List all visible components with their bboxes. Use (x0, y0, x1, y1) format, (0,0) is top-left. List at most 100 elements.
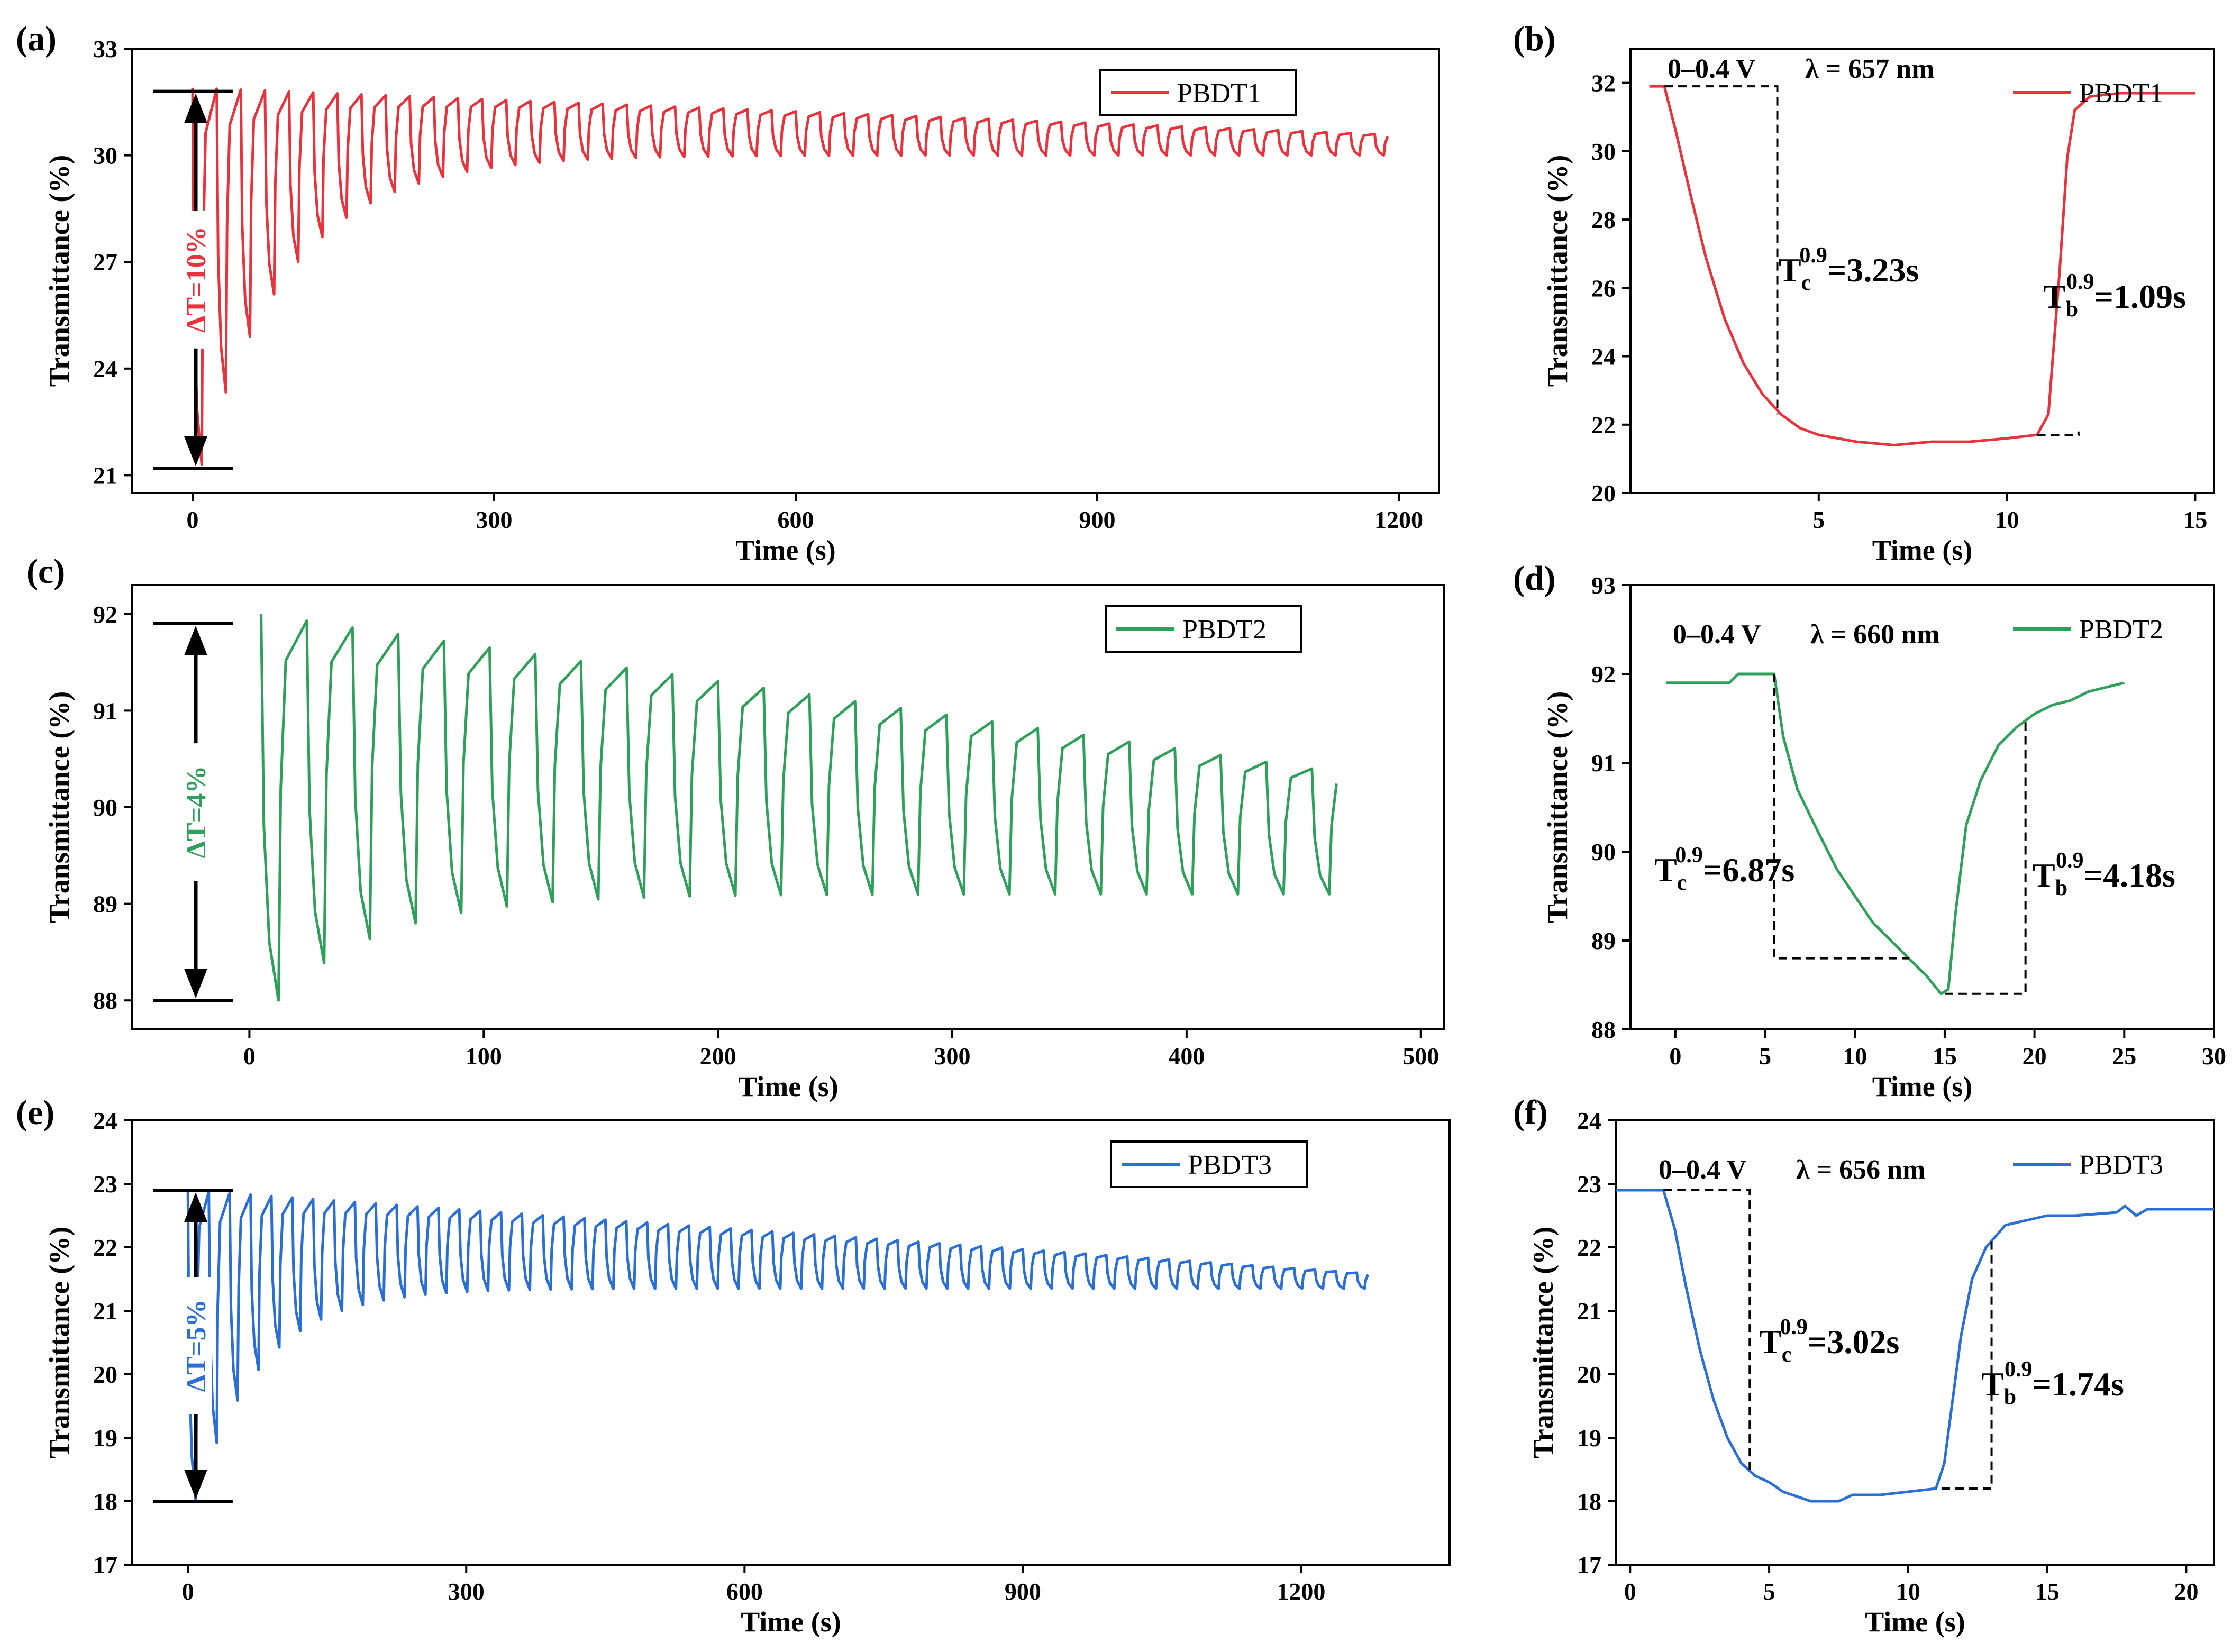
legend: PBDT1 (2013, 78, 2163, 108)
voltage-label: 0–0.4 V (1673, 619, 1761, 650)
bleaching-guide (1941, 1241, 1993, 1490)
y-tick-label: 20 (1577, 1361, 1601, 1388)
x-tick-label: 0 (1669, 1043, 1681, 1070)
time-superscript: 0.9 (2056, 848, 2084, 873)
time-subscript: c (1782, 1343, 1792, 1367)
y-tick-label: 30 (1591, 138, 1616, 165)
delta-label-bg (180, 211, 212, 349)
x-tick-label: 300 (476, 506, 513, 533)
x-tick-label: 20 (2174, 1578, 2198, 1605)
panel-a: 0 300 600 900 1200 21 24 27 30 33 Time (s) Transmit… (16, 20, 1440, 566)
x-tick-label: 1200 (1374, 506, 1423, 533)
time-symbol: T (2043, 278, 2066, 315)
coloring-time-label: Tc 0.9=6.87s (1654, 843, 1794, 895)
y-tick-label: 17 (93, 1551, 117, 1578)
voltage-label: 0–0.4 V (1668, 54, 1756, 84)
time-subscript: b (2066, 297, 2078, 322)
plot-frame (1615, 1119, 2215, 1566)
y-tick-label: 92 (93, 601, 117, 628)
y-tick-label: 24 (1577, 1107, 1601, 1134)
x-tick-label: 15 (1933, 1043, 1957, 1070)
voltage-label: 0–0.4 V (1659, 1155, 1747, 1185)
y-axis-label: Transmittance (%) (1542, 155, 1573, 387)
delta-label-bg (180, 743, 212, 881)
time-superscript: 0.9 (1780, 1315, 1808, 1339)
x-tick-label: 300 (448, 1578, 485, 1605)
y-axis-label: Transmittance (%) (1527, 1227, 1559, 1458)
time-superscript: 0.9 (1675, 843, 1703, 868)
time-symbol: T (1759, 1323, 1782, 1361)
y-tick-label: 24 (1591, 343, 1616, 370)
x-tick-label: 600 (726, 1578, 763, 1605)
y-tick-label: 88 (1591, 1016, 1616, 1043)
delta-t-label: ΔT=5% (181, 1300, 212, 1392)
legend-label: PBDT3 (2079, 1150, 2163, 1180)
plot-frame (1629, 48, 2215, 494)
time-superscript: 0.9 (2066, 270, 2094, 294)
time-symbol: T (2033, 856, 2055, 894)
y-tick-label: 92 (1591, 661, 1616, 688)
y-tick-label: 91 (1591, 750, 1616, 777)
x-tick-label: 600 (778, 506, 814, 533)
x-axis-label: Time (s) (1865, 1606, 1965, 1638)
legend: PBDT2 (1105, 605, 1302, 653)
delta-t-label: ΔT=10% (181, 226, 212, 333)
wavelength-label: λ = 657 nm (1805, 54, 1934, 84)
bleaching-guide (1944, 718, 2027, 995)
plot-frame (131, 1119, 1451, 1566)
y-tick-label: 88 (93, 987, 117, 1014)
bleaching-time-label: Tb 0.9=1.09s (2043, 270, 2186, 322)
y-tick-label: 19 (93, 1425, 117, 1452)
y-tick-label: 20 (1591, 480, 1616, 507)
panel-b: 5 10 15 20 22 24 26 28 30 32 Time (s) Transmittance… (1513, 20, 2215, 566)
x-tick-label: 500 (1402, 1043, 1439, 1070)
y-tick-label: 21 (93, 462, 117, 489)
y-axis-label: Transmittance (%) (1542, 691, 1573, 923)
delta-arrow-head-down (184, 1470, 207, 1499)
y-tick-label: 24 (93, 355, 117, 382)
plot-frame (131, 48, 1440, 494)
delta-label-bg (180, 1277, 212, 1414)
y-tick-label: 33 (93, 35, 117, 62)
x-tick-label: 900 (1005, 1578, 1041, 1605)
panel-label: (c) (26, 552, 65, 591)
x-tick-label: 15 (2035, 1578, 2060, 1605)
time-value: =1.74s (2033, 1365, 2124, 1403)
x-axis-label: Time (s) (741, 1606, 841, 1638)
x-tick-label: 1200 (1277, 1578, 1325, 1605)
legend-label: PBDT3 (1188, 1150, 1272, 1180)
y-tick-label: 18 (1577, 1488, 1601, 1515)
wavelength-label: λ = 656 nm (1796, 1155, 1925, 1185)
x-axis-label: Time (s) (1872, 534, 1972, 566)
time-subscript: b (2055, 876, 2067, 900)
legend: PBDT1 (1099, 69, 1297, 116)
y-axis-label: Transmittance (%) (43, 155, 75, 387)
y-tick-label: 17 (1577, 1551, 1601, 1578)
y-tick-label: 20 (93, 1361, 117, 1388)
time-symbol: T (1654, 851, 1677, 889)
time-value: =6.87s (1703, 851, 1794, 889)
time-value: =4.18s (2084, 856, 2175, 894)
y-tick-label: 19 (1577, 1425, 1601, 1452)
x-tick-label: 10 (1843, 1043, 1867, 1070)
x-axis-label: Time (s) (735, 534, 835, 566)
coloring-guide (1663, 1189, 1751, 1470)
y-tick-label: 24 (93, 1107, 117, 1134)
y-tick-label: 18 (93, 1488, 117, 1515)
bleaching-time-label: Tb 0.9=1.74s (1981, 1357, 2124, 1409)
x-tick-label: 15 (2183, 506, 2207, 533)
series-line-PBDT1 (191, 87, 1389, 466)
x-tick-label: 0 (243, 1043, 256, 1070)
x-tick-label: 5 (1759, 1043, 1771, 1070)
panel-f: 0 5 10 15 20 17 18 19 20 21 22 23 24 Time (s) Transmit… (1513, 1093, 2215, 1638)
y-tick-label: 23 (93, 1171, 117, 1198)
x-tick-label: 10 (1896, 1578, 1920, 1605)
x-tick-label: 0 (1624, 1578, 1636, 1605)
legend: PBDT2 (2013, 615, 2163, 645)
panel-label: (d) (1513, 559, 1556, 598)
panel-label: (b) (1513, 20, 1556, 58)
time-value: =3.02s (1808, 1323, 1899, 1361)
y-tick-label: 30 (93, 142, 117, 169)
y-tick-label: 27 (93, 249, 117, 276)
